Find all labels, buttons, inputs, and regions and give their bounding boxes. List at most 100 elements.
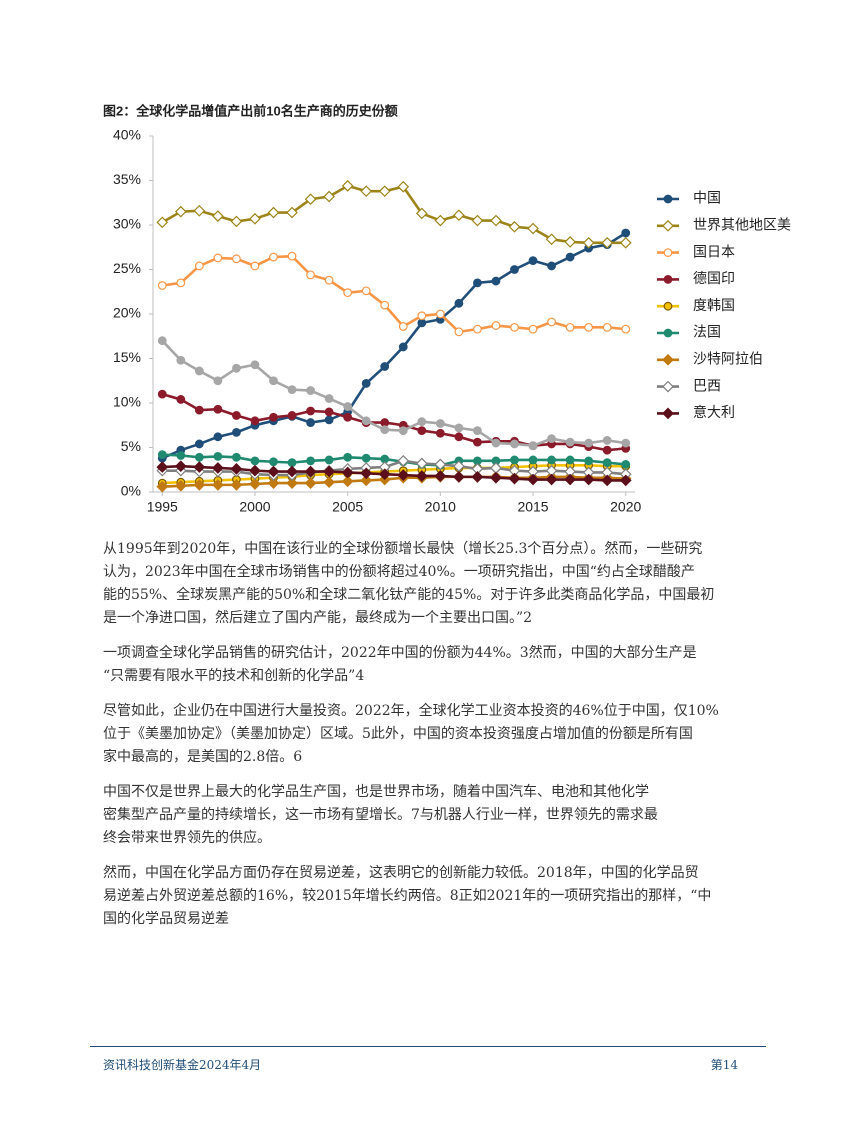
data-point bbox=[286, 206, 298, 219]
legend-marker bbox=[663, 194, 673, 204]
data-point bbox=[157, 389, 167, 399]
footer-rule bbox=[90, 1046, 766, 1047]
paragraph: 中国不仅是世界上最大的化学品生产国，也是世界市场，随着中国汽车、电池和其他化学密… bbox=[103, 781, 783, 850]
data-point bbox=[380, 362, 390, 371]
data-point bbox=[565, 455, 575, 465]
text-line: 尽管如此，企业仍在中国进行大量投资。2022年，全球化学工业资本投资的46%位于… bbox=[103, 703, 719, 719]
data-point bbox=[287, 251, 297, 261]
y-tick-label: 25% bbox=[113, 260, 141, 276]
y-tick-label: 10% bbox=[113, 394, 141, 410]
data-point bbox=[232, 427, 241, 437]
data-point bbox=[323, 476, 335, 489]
data-point bbox=[473, 426, 482, 435]
data-point bbox=[378, 468, 391, 481]
data-point bbox=[341, 466, 354, 479]
data-point bbox=[361, 416, 371, 426]
data-point bbox=[398, 342, 408, 352]
legend-label: 意大利 bbox=[693, 404, 735, 420]
text-line: 是一个净进口国，然后建立了国内产能，最终成为一个主要出口国。”2 bbox=[103, 610, 533, 626]
data-point bbox=[621, 324, 631, 334]
data-point bbox=[398, 322, 408, 331]
data-point bbox=[508, 220, 521, 233]
text-line: 密集型产品产量的持续增长，这一市场有望增长。7与机器人行业一样，世界领先的需求最 bbox=[103, 807, 658, 823]
data-point bbox=[453, 209, 465, 222]
x-tick-label: 1995 bbox=[147, 499, 178, 515]
legend-label: 法国 bbox=[693, 324, 721, 340]
data-point bbox=[510, 265, 519, 274]
data-point bbox=[361, 453, 371, 463]
data-point bbox=[250, 261, 260, 271]
data-point bbox=[491, 438, 501, 448]
paragraph: 一项调查全球化学品销售的研究估计，2022年中国的份额为44%。3然而，中国的大… bbox=[103, 642, 783, 688]
data-point bbox=[602, 458, 612, 468]
data-point bbox=[527, 473, 539, 486]
legend-label: 度韩国 bbox=[693, 297, 735, 313]
legend-marker bbox=[663, 301, 673, 311]
text-line: “只需要有限水平的技术和创新的化学品”4 bbox=[103, 668, 365, 684]
data-point bbox=[306, 270, 315, 280]
data-point bbox=[343, 412, 353, 422]
data-point bbox=[619, 236, 632, 249]
data-point bbox=[193, 479, 206, 491]
data-point bbox=[324, 275, 334, 285]
legend-label: 中国 bbox=[693, 190, 721, 206]
data-point bbox=[601, 474, 614, 487]
data-point bbox=[213, 404, 223, 414]
series-line bbox=[161, 184, 626, 245]
data-point bbox=[304, 477, 317, 489]
data-point bbox=[269, 376, 278, 386]
data-point bbox=[213, 432, 223, 442]
legend-marker bbox=[662, 380, 674, 393]
data-point bbox=[194, 261, 204, 271]
data-point bbox=[361, 286, 371, 296]
data-point bbox=[545, 233, 558, 246]
data-point bbox=[324, 394, 334, 403]
data-point bbox=[286, 465, 298, 478]
data-point bbox=[176, 395, 186, 404]
data-point bbox=[267, 465, 280, 478]
text-line: 国的化学品贸易逆差 bbox=[103, 911, 229, 927]
data-point bbox=[304, 465, 317, 478]
data-point bbox=[249, 478, 261, 490]
data-point bbox=[602, 435, 612, 445]
data-point bbox=[250, 456, 260, 466]
data-point bbox=[434, 470, 447, 482]
data-point bbox=[528, 455, 538, 465]
data-point bbox=[565, 322, 575, 332]
data-point bbox=[250, 416, 260, 426]
text-line: 认为，2023年中国在全球市场销售中的份额将超过40%。一项研究指出，中国“约占… bbox=[103, 564, 695, 580]
data-point bbox=[602, 445, 612, 455]
data-point bbox=[156, 461, 169, 473]
data-point bbox=[269, 457, 278, 467]
text-line: 终会带来世界领先的供应。 bbox=[103, 830, 271, 846]
data-point bbox=[582, 236, 595, 249]
data-point bbox=[435, 428, 445, 438]
data-point bbox=[232, 452, 241, 462]
y-tick-label: 15% bbox=[113, 349, 141, 365]
data-point bbox=[213, 452, 223, 461]
data-point bbox=[380, 425, 390, 435]
data-point bbox=[360, 467, 373, 480]
data-point bbox=[174, 460, 187, 473]
data-point bbox=[584, 322, 594, 332]
data-point bbox=[619, 474, 632, 487]
data-point bbox=[287, 411, 297, 420]
data-point bbox=[232, 363, 241, 373]
data-point bbox=[510, 322, 519, 332]
data-point bbox=[527, 222, 539, 235]
series bbox=[161, 392, 626, 452]
footer-right: 第14 bbox=[710, 1058, 738, 1072]
data-point bbox=[304, 193, 317, 206]
data-point bbox=[621, 228, 631, 238]
y-tick-label: 35% bbox=[113, 171, 141, 187]
data-point bbox=[232, 411, 241, 420]
data-point bbox=[324, 455, 334, 465]
data-point bbox=[378, 185, 391, 198]
data-point bbox=[306, 456, 315, 466]
legend-label: 国日本 bbox=[693, 243, 735, 259]
data-point bbox=[360, 185, 373, 198]
data-point bbox=[491, 321, 501, 330]
data-point bbox=[341, 475, 354, 488]
data-point bbox=[230, 479, 243, 491]
data-point bbox=[417, 318, 427, 328]
